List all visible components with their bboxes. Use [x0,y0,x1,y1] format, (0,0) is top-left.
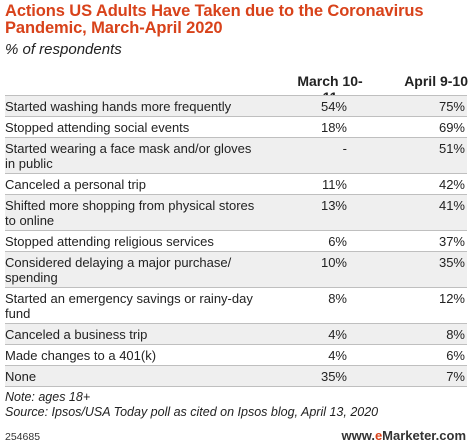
table-row: Started wearing a face mask and/or glove… [5,138,467,174]
note-text: Note: ages 18+ [5,390,91,404]
brand-rest: Marketer [382,428,436,443]
table-row: Started an emergency savings or rainy-da… [5,288,467,324]
table-row: Started washing hands more frequently 54%… [5,96,467,117]
brand-prefix: www. [341,428,375,443]
table-row: Stopped attending social events 18% 69% [5,117,467,138]
value-march: 10% [320,255,347,270]
chart-title: Actions US Adults Have Taken due to the … [5,2,424,37]
brand-e: e [374,428,383,443]
value-march: 6% [328,234,347,249]
value-april: 42% [438,177,465,192]
brand-suffix: .com [435,428,466,443]
value-april: 37% [438,234,465,249]
row-label: Considered delaying a major purchase/ sp… [5,255,232,285]
value-april: 7% [446,369,465,384]
row-label: Shifted more shopping from physical stor… [5,198,255,228]
row-label: Canceled a personal trip [5,177,146,192]
value-march: - [342,141,347,156]
value-march: 4% [328,348,347,363]
table-row: Made changes to a 401(k) 4% 6% [5,345,467,366]
table-row: Canceled a business trip 4% 8% [5,324,467,345]
value-march: 4% [328,327,347,342]
table-row: Stopped attending religious services 6% 37… [5,231,467,252]
value-april: 69% [438,120,465,135]
value-march: 18% [320,120,347,135]
column-header-april: April 9-10 [404,73,468,89]
row-label: Started wearing a face mask and/or glove… [5,141,252,171]
table-row: Canceled a personal trip 11% 42% [5,174,467,195]
chart-id: 254685 [5,431,41,443]
row-label: Stopped attending religious services [5,234,214,249]
value-april: 8% [446,327,465,342]
value-march: 11% [321,177,347,192]
value-march: 35% [320,369,347,384]
table-row: Considered delaying a major purchase/ sp… [5,252,467,288]
table-row: None 35% 7% [5,366,467,387]
row-label: Made changes to a 401(k) [5,348,157,363]
data-table: Started washing hands more frequently 54%… [5,95,467,387]
row-label: Canceled a business trip [5,327,148,342]
value-march: 8% [328,291,347,306]
chart-subtitle: % of respondents [5,41,122,58]
value-april: 75% [438,99,465,114]
value-april: 51% [438,141,465,156]
value-april: 6% [446,348,465,363]
value-april: 41% [438,198,465,213]
row-label: None [5,369,37,384]
row-label: Started washing hands more frequently [5,99,232,114]
brand-logo: www.eMarketer.com [341,428,466,443]
row-label: Started an emergency savings or rainy-da… [5,291,253,321]
column-header-march: March 10-11 [297,73,363,105]
chart-notes: Note: ages 18+ Source: Ipsos/USA Today p… [5,390,378,420]
table-row: Shifted more shopping from physical stor… [5,195,467,231]
value-april: 12% [438,291,465,306]
value-april: 35% [438,255,465,270]
row-label: Stopped attending social events [5,120,190,135]
value-march: 13% [320,198,347,213]
value-march: 54% [320,99,347,114]
source-text: Source: Ipsos/USA Today poll as cited on… [5,405,379,419]
